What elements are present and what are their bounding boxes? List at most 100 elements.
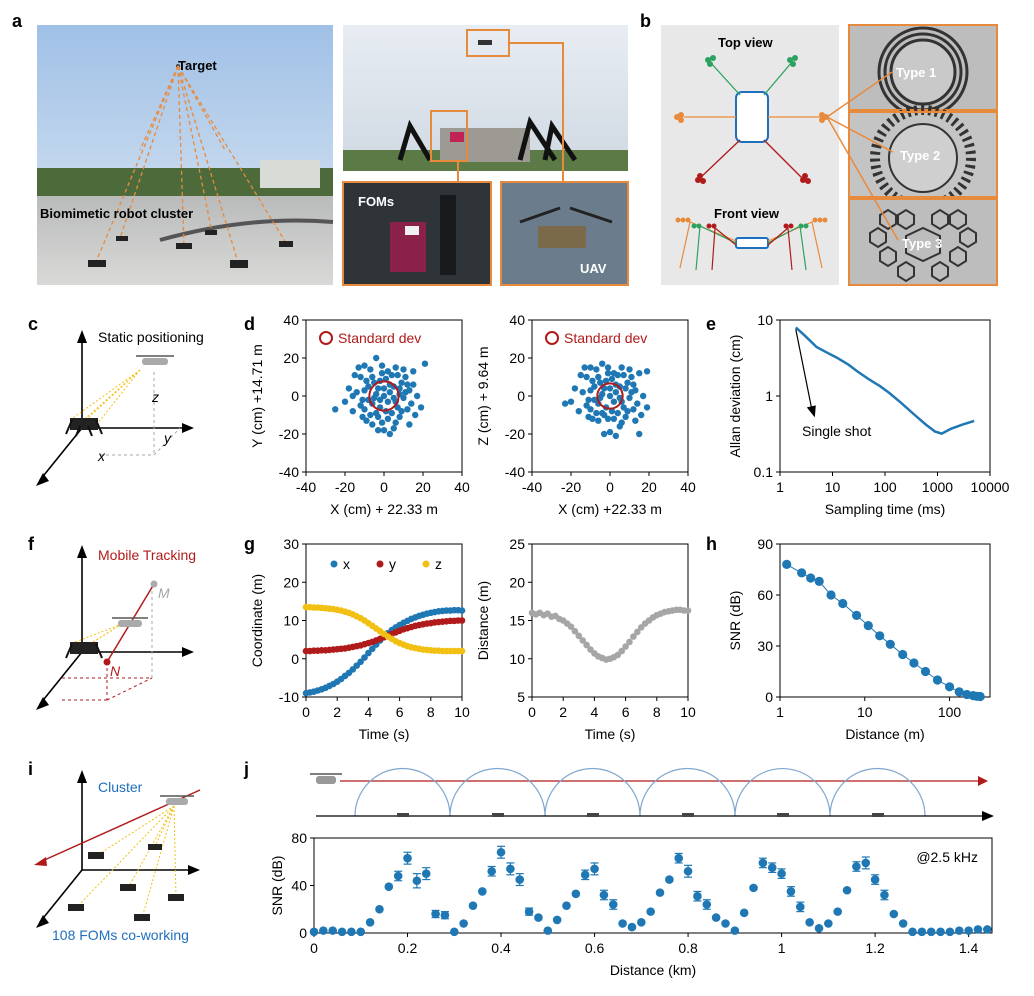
panel-label-d: d (244, 314, 255, 334)
scatter-point (386, 430, 394, 438)
x-tick-label: 0.8 (678, 940, 698, 956)
label-uav: UAV (580, 261, 607, 276)
snr-point (973, 925, 983, 934)
x-axis-label: Time (s) (585, 726, 636, 742)
scatter-point (386, 389, 394, 396)
plot-frame (531, 543, 689, 698)
snr-point (599, 890, 609, 900)
scatter-point (634, 400, 641, 407)
snr-point (824, 919, 833, 928)
y-tick-label: 20 (283, 574, 299, 590)
snr-point (356, 927, 366, 937)
target-rays (95, 65, 287, 263)
label-m: M (158, 585, 170, 601)
snr-point (833, 907, 842, 916)
scatter-point (363, 417, 370, 424)
scatter-point (589, 377, 596, 384)
scatter-point (626, 366, 633, 373)
y-tick-label: 30 (757, 638, 773, 654)
snr-point (870, 875, 880, 884)
scatter-point (332, 406, 339, 413)
snr-point (861, 858, 871, 868)
top-view-body (735, 91, 769, 143)
photo-robot-uav (343, 25, 628, 181)
snr-point (608, 900, 618, 909)
snr-point (375, 904, 384, 914)
x-tick-label: 20 (415, 479, 431, 495)
robot-icon (65, 418, 103, 437)
label-x: x (97, 448, 106, 464)
snr-point (534, 913, 543, 922)
scatter-point (636, 430, 643, 438)
uav-icon (160, 795, 194, 805)
front-view-foot-clusters (675, 217, 828, 229)
snr-point (863, 621, 873, 631)
single-shot-arrowhead (806, 405, 816, 418)
scatter-point (384, 398, 392, 405)
scatter-point (614, 409, 621, 417)
y-tick-label: -10 (279, 689, 299, 705)
snr-point (826, 590, 836, 600)
x-tick-label: 1.2 (865, 940, 885, 956)
scatter-point (624, 379, 631, 386)
snr-point (646, 907, 655, 916)
scatter-point (400, 366, 407, 373)
snr-point (777, 869, 786, 878)
snr-point (328, 926, 338, 935)
scatter-point (620, 404, 627, 411)
scatter-point (604, 364, 612, 371)
snr-point (898, 649, 908, 660)
scatter-point (365, 383, 372, 390)
x-tick-label: -20 (335, 479, 355, 495)
x-tick-label: 10 (857, 704, 873, 720)
scatter-point (341, 398, 349, 405)
coverage-arcs (354, 767, 926, 817)
snr-point (926, 927, 936, 937)
snr-point (842, 885, 852, 895)
x-tick-label: 100 (938, 704, 962, 720)
scatter-point (390, 394, 397, 402)
scatter-point (630, 406, 637, 413)
series-y-point (458, 617, 466, 624)
y-tick-label: 0 (517, 388, 525, 404)
snr-point (590, 864, 599, 874)
snr-point (749, 883, 758, 893)
scatter-point (571, 385, 579, 392)
snr-point (562, 901, 571, 910)
x-tick-label: 8 (653, 704, 661, 720)
top-view-legs (684, 61, 820, 179)
scatter-point (606, 428, 614, 436)
x-tick-label: 0.2 (398, 940, 418, 956)
label-front-view: Front view (714, 206, 780, 221)
scatter-point (408, 400, 415, 407)
scatter-point (392, 364, 399, 371)
snr-point (580, 870, 590, 880)
x-tick-label: 1 (778, 940, 786, 956)
scatter-point (608, 375, 616, 383)
y-tick-label: 60 (757, 587, 773, 603)
snr-point (449, 927, 459, 937)
y-tick-label: 0.1 (754, 464, 774, 480)
snr-point (571, 889, 581, 899)
scatter-point (630, 381, 637, 388)
x-tick-label: 0 (302, 704, 310, 720)
sensor-type-2: Type 2 (848, 105, 998, 211)
y-tick-label: 0 (765, 689, 773, 705)
y-axis-label: Y (cm) +14.71 m (249, 344, 265, 448)
x-tick-label: 0.4 (491, 940, 511, 956)
scatter-point (628, 373, 635, 381)
scatter-point (361, 362, 368, 369)
distance-point (630, 633, 637, 640)
scatter-point (376, 396, 384, 403)
y-axis-label: Allan deviation (cm) (727, 335, 743, 458)
snr-point (683, 866, 693, 876)
y-tick-label: 1 (765, 388, 773, 404)
x-tick-label: 2 (559, 704, 567, 720)
legend-x-marker (330, 560, 338, 568)
std-dev-circle (596, 382, 624, 410)
scatter-point (589, 415, 596, 422)
scatter-point (394, 371, 401, 379)
snr-point (964, 926, 973, 935)
snr-point (412, 876, 422, 886)
label-z: z (151, 389, 159, 405)
